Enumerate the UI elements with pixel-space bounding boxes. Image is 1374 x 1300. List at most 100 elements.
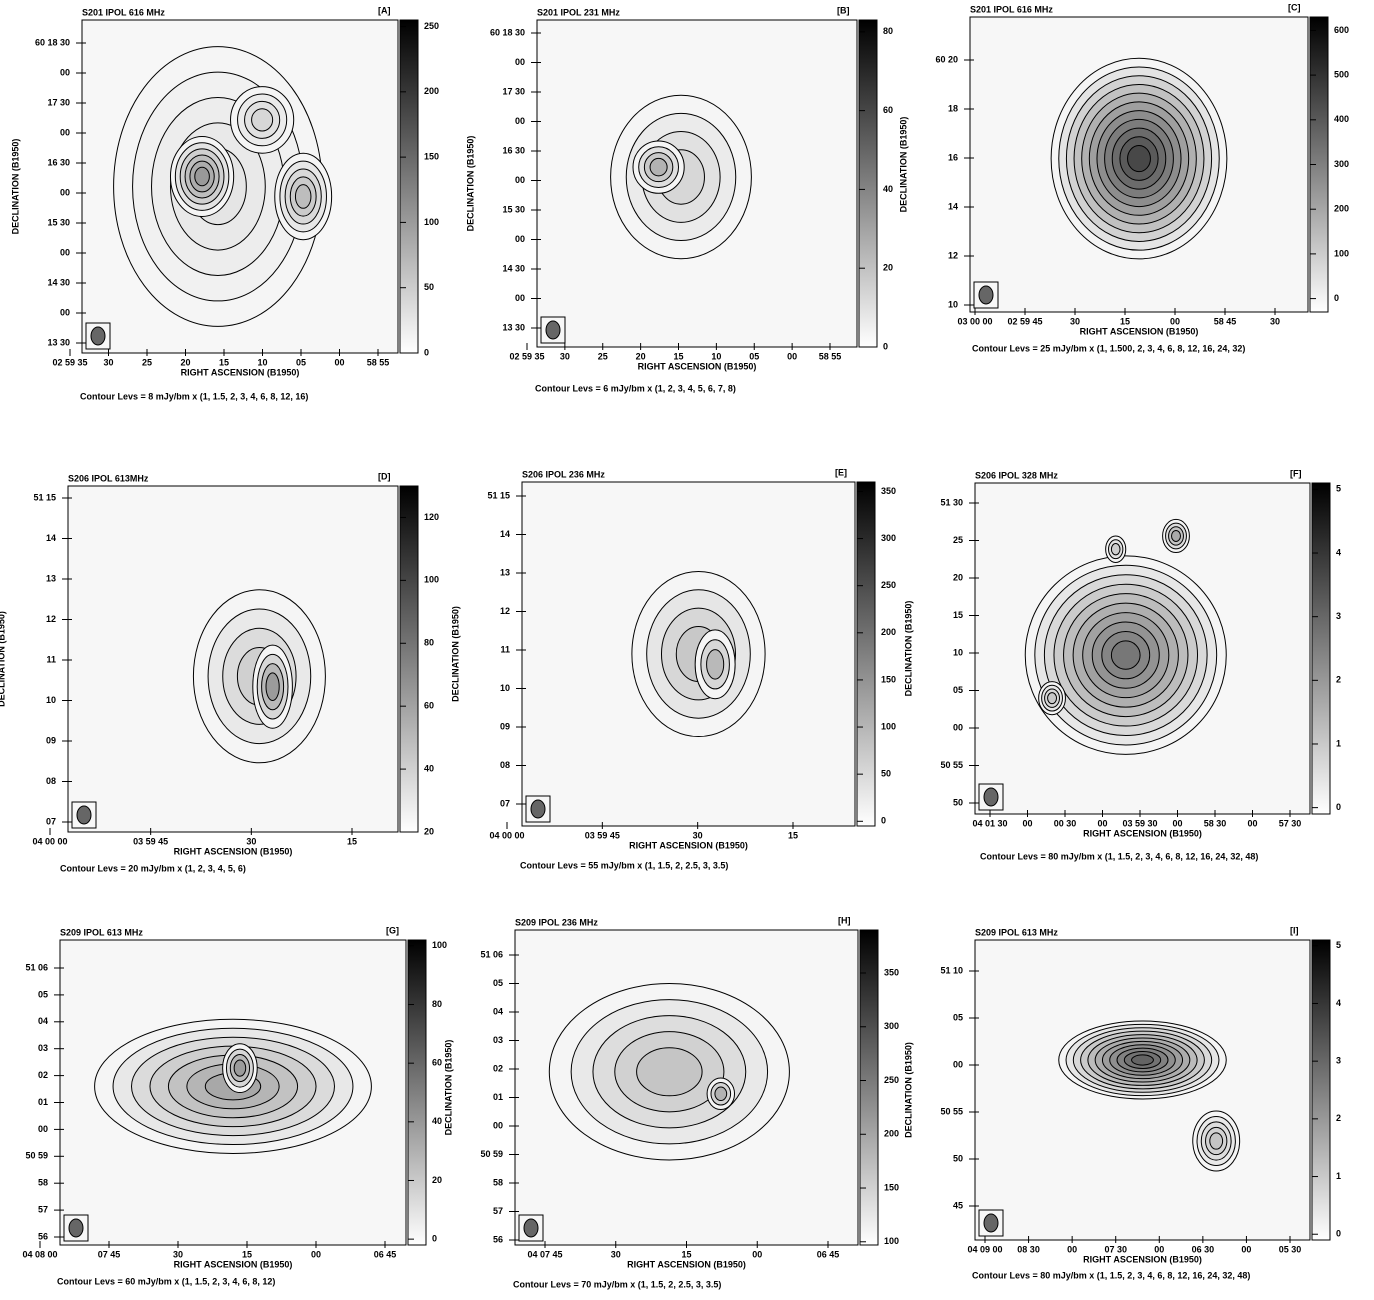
y-tick-label: 11 bbox=[46, 654, 56, 664]
y-tick-label: 10 bbox=[500, 683, 510, 693]
y-tick-label: 00 bbox=[60, 307, 70, 317]
panel-title: S206 IPOL 328 MHz bbox=[975, 470, 1058, 480]
x-tick-label: 58 55 bbox=[367, 357, 390, 367]
x-tick-label: 15 bbox=[219, 357, 229, 367]
x-tick-label: 05 bbox=[296, 357, 306, 367]
panel: S206 IPOL 328 MHz [F]51 3025201510050050 … bbox=[903, 468, 1341, 861]
x-tick-label: 15 bbox=[788, 830, 798, 840]
y-tick-label: 02 bbox=[38, 1070, 48, 1080]
x-tick-label: 25 bbox=[142, 357, 152, 367]
contour bbox=[1209, 1132, 1224, 1150]
colorbar-tick-label: 0 bbox=[1334, 293, 1339, 303]
y-tick-label: 51 15 bbox=[33, 492, 56, 502]
y-tick-label: 16 bbox=[948, 152, 958, 162]
colorbar-tick-label: 50 bbox=[424, 282, 434, 292]
x-axis-title: RIGHT ASCENSION (B1950) bbox=[174, 1259, 293, 1269]
y-tick-label: 50 bbox=[953, 1153, 963, 1163]
y-tick-label: 51 15 bbox=[487, 490, 510, 500]
x-tick-label: 15 bbox=[673, 351, 683, 361]
beam-box bbox=[71, 801, 97, 829]
panel-label: [D] bbox=[378, 471, 391, 481]
x-tick-label: 15 bbox=[242, 1249, 252, 1259]
y-tick-label: 01 bbox=[38, 1097, 48, 1107]
y-tick-label: 58 bbox=[38, 1178, 48, 1188]
y-tick-label: 58 bbox=[493, 1177, 503, 1187]
colorbar-tick-label: 0 bbox=[432, 1234, 437, 1244]
contour bbox=[1127, 145, 1151, 173]
panel-title: S209 IPOL 613 MHz bbox=[975, 927, 1058, 937]
y-tick-label: 00 bbox=[515, 116, 525, 126]
panel-label: [A] bbox=[378, 5, 391, 15]
x-tick-label: 06 30 bbox=[1192, 1244, 1215, 1254]
y-tick-label: 17 30 bbox=[47, 97, 70, 107]
colorbar-tick-label: 5 bbox=[1336, 484, 1341, 494]
x-tick-label: 04 01 30 bbox=[972, 818, 1007, 828]
x-tick-label: 20 bbox=[636, 351, 646, 361]
x-tick-label: 02 59 35 bbox=[509, 351, 544, 361]
x-tick-label: 00 bbox=[311, 1249, 321, 1259]
panel-label: [H] bbox=[838, 915, 851, 925]
beam bbox=[530, 799, 546, 819]
x-tick-label: 07 30 bbox=[1104, 1244, 1127, 1254]
colorbar bbox=[1311, 939, 1331, 1241]
colorbar-tick-label: 100 bbox=[424, 217, 439, 227]
panel-title: S201 IPOL 616 MHz bbox=[82, 7, 165, 17]
y-tick-label: 00 bbox=[515, 57, 525, 67]
x-tick-label: 00 bbox=[334, 357, 344, 367]
y-tick-label: 14 30 bbox=[502, 263, 525, 273]
panel: S206 IPOL 613MHz [D] 51 15 14 13 12 11 10 09 08 07… bbox=[0, 471, 439, 873]
y-tick-label: 00 bbox=[515, 293, 525, 303]
x-tick-label: 06 45 bbox=[817, 1249, 840, 1259]
colorbar-tick-label: 250 bbox=[881, 580, 896, 590]
y-axis-title: DECLINATION (B1950) bbox=[898, 117, 908, 213]
y-tick-label: 14 bbox=[46, 533, 56, 543]
colorbar-tick-label: 60 bbox=[424, 701, 434, 711]
panel: S201 IPOL 616 MHz [A] 60 18 30 00 17 30 00 16 … bbox=[10, 5, 439, 401]
colorbar-tick-label: 60 bbox=[883, 105, 893, 115]
colorbar-tick-label: 20 bbox=[424, 826, 434, 836]
contour-caption: Contour Levs = 25 mJy/bm x (1, 1.500, 2,… bbox=[972, 343, 1245, 353]
y-axis-title: DECLINATION (B1950) bbox=[465, 136, 475, 232]
y-tick-label: 05 bbox=[953, 685, 963, 695]
contour bbox=[251, 108, 274, 132]
beam-box bbox=[63, 1214, 89, 1242]
y-tick-label: 07 bbox=[46, 816, 56, 826]
y-tick-label: 50 55 bbox=[940, 760, 963, 770]
contour bbox=[706, 649, 725, 680]
y-tick-label: 17 30 bbox=[502, 86, 525, 96]
y-tick-label: 03 bbox=[493, 1035, 503, 1045]
colorbar-tick-label: 100 bbox=[884, 1236, 899, 1246]
colorbar-tick-label: 80 bbox=[883, 26, 893, 36]
colorbar-tick-label: 0 bbox=[1336, 1229, 1341, 1239]
x-tick-label: 00 bbox=[1067, 1244, 1077, 1254]
colorbar-tick-label: 1 bbox=[1336, 738, 1341, 748]
y-axis-title: DECLINATION (B1950) bbox=[450, 606, 460, 702]
panel-label: [E] bbox=[835, 467, 847, 477]
x-tick-label: 15 bbox=[681, 1249, 691, 1259]
colorbar-tick-label: 3 bbox=[1336, 611, 1341, 621]
panel-label: [F] bbox=[1290, 468, 1302, 478]
colorbar-tick-label: 350 bbox=[881, 486, 896, 496]
x-tick-label: 30 bbox=[1070, 316, 1080, 326]
colorbar-tick-label: 4 bbox=[1336, 998, 1341, 1008]
beam-box bbox=[525, 795, 551, 823]
y-tick-label: 02 bbox=[493, 1063, 503, 1073]
y-tick-label: 13 bbox=[46, 573, 56, 583]
colorbar-tick-label: 20 bbox=[432, 1175, 442, 1185]
colorbar-tick-label: 300 bbox=[1334, 159, 1349, 169]
beam-box bbox=[540, 316, 566, 344]
x-tick-label: 03 59 45 bbox=[585, 830, 620, 840]
x-tick-label: 03 59 45 bbox=[133, 836, 168, 846]
y-axis-title: DECLINATION (B1950) bbox=[443, 1040, 453, 1136]
y-tick-label: 07 bbox=[500, 798, 510, 808]
colorbar-tick-label: 350 bbox=[884, 967, 899, 977]
colorbar-tick-label: 2 bbox=[1336, 1113, 1341, 1123]
colorbar-tick-label: 200 bbox=[424, 86, 439, 96]
y-tick-label: 04 bbox=[493, 1006, 503, 1016]
y-tick-label: 00 bbox=[60, 187, 70, 197]
contour bbox=[1110, 640, 1141, 670]
beam bbox=[90, 326, 106, 346]
x-tick-label: 00 bbox=[1170, 316, 1180, 326]
colorbar-tick-label: 100 bbox=[424, 575, 439, 585]
y-tick-label: 51 06 bbox=[480, 949, 503, 959]
